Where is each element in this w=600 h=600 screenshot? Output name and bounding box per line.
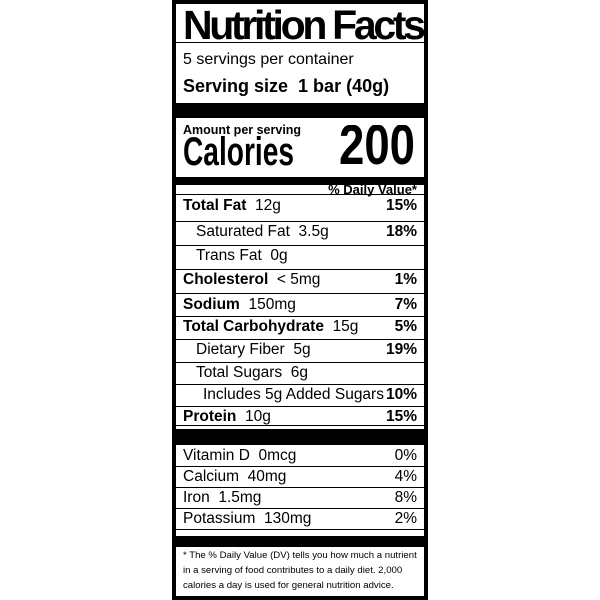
svg-text:Calories: Calories — [183, 132, 294, 174]
svg-text:200: 200 — [339, 125, 415, 171]
